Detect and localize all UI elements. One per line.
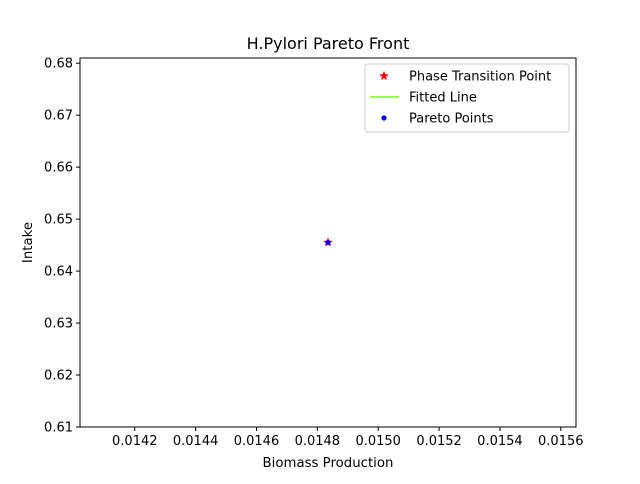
x-tick-label: 0.0156: [538, 434, 584, 449]
y-axis-label: Intake: [21, 222, 36, 263]
x-axis: 0.0142 0.0144 0.0146 0.0148 0.0150 0.0152 0.01…: [112, 427, 584, 449]
pareto-points-legend-handle: [381, 115, 387, 121]
y-tick-label: 0.61: [44, 421, 73, 436]
x-tick-label: 0.0152: [416, 434, 462, 449]
y-axis: 0.61 0.62 0.63 0.64 0.65 0.66 0.67 0.68: [44, 57, 80, 436]
x-tick-label: 0.0144: [173, 434, 219, 449]
y-tick-label: 0.65: [44, 213, 73, 228]
y-tick-label: 0.63: [44, 317, 73, 332]
x-tick-label: 0.0150: [355, 434, 401, 449]
x-tick-label: 0.0142: [112, 434, 158, 449]
fitted-line-legend-label: Fitted Line: [409, 91, 477, 106]
chart-title: H.Pylori Pareto Front: [247, 34, 410, 53]
y-tick-label: 0.64: [44, 265, 73, 280]
pareto-points-legend-label: Pareto Points: [409, 112, 494, 127]
legend-box: [364, 63, 570, 133]
y-tick-label: 0.62: [44, 369, 73, 384]
legend-entries: Phase Transition Point Fitted Line Pareto …: [370, 70, 551, 127]
phase-transition-point-legend-label: Phase Transition Point: [409, 70, 551, 85]
marks-layer: [323, 237, 333, 247]
y-tick-label: 0.68: [44, 57, 73, 72]
y-tick-label: 0.66: [44, 161, 73, 176]
plot-frame: [79, 57, 577, 428]
pareto-points-point: [325, 239, 331, 246]
legend: Phase Transition Point Fitted Line Pareto …: [364, 63, 570, 133]
x-tick-label: 0.0148: [295, 434, 341, 449]
x-tick-label: 0.0146: [234, 434, 280, 449]
phase-transition-point-legend-handle: [379, 70, 389, 81]
x-tick-label: 0.0154: [477, 434, 523, 449]
x-axis-label: Biomass Production: [263, 456, 394, 471]
y-tick-label: 0.67: [44, 109, 73, 124]
